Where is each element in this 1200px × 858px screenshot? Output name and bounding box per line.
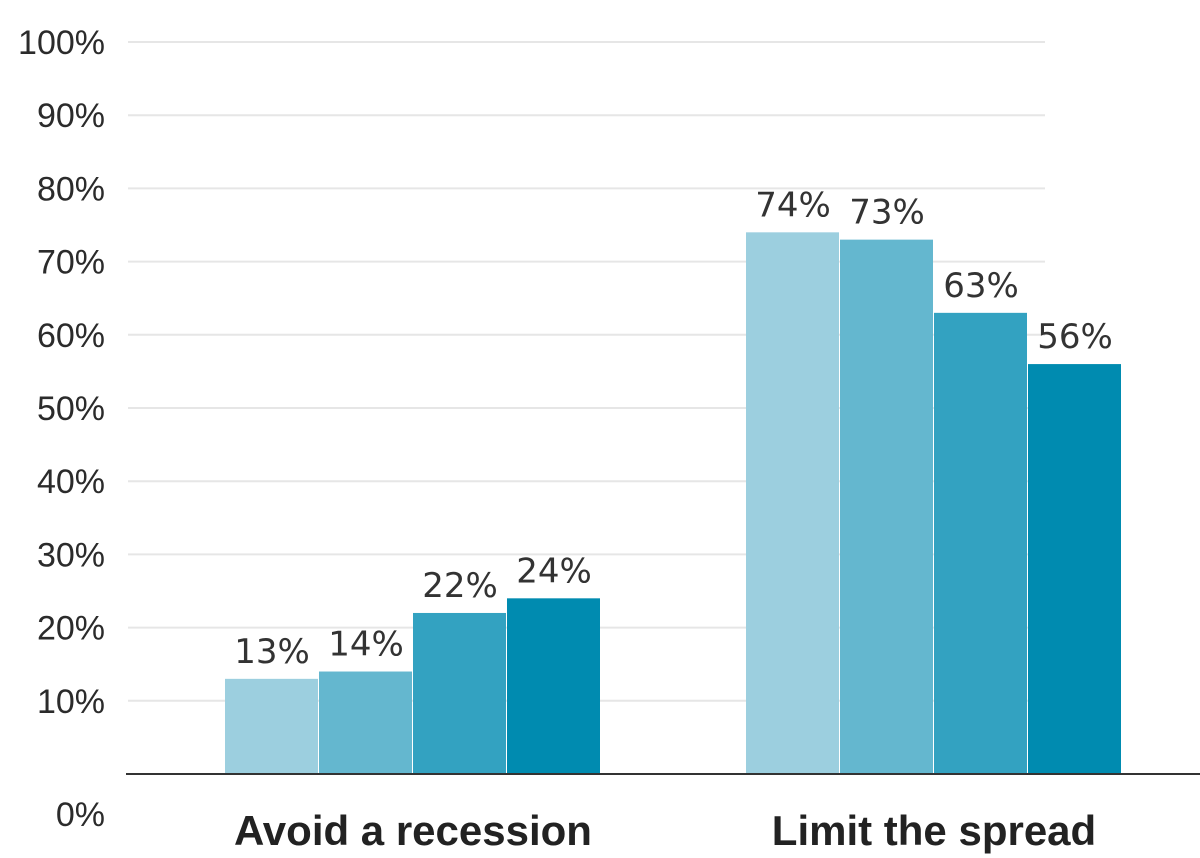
bar-data-label: 13% bbox=[234, 632, 310, 672]
y-tick-label: 60% bbox=[37, 317, 105, 355]
bar-data-label: 63% bbox=[943, 266, 1019, 306]
gridlines bbox=[128, 41, 1045, 702]
y-tick-label: 50% bbox=[37, 390, 105, 428]
bar-data-label: 74% bbox=[755, 185, 831, 225]
y-tick-label: 100% bbox=[18, 24, 105, 62]
bar bbox=[319, 671, 412, 774]
category-labels: Avoid a recession Limit the spread bbox=[234, 807, 1096, 854]
bar bbox=[413, 612, 506, 774]
bars bbox=[225, 232, 1121, 774]
bar-data-label: 56% bbox=[1037, 317, 1113, 357]
bar bbox=[507, 598, 600, 774]
category-label: Avoid a recession bbox=[234, 807, 592, 854]
bar-data-label: 14% bbox=[328, 625, 404, 665]
bar bbox=[840, 239, 933, 774]
y-axis-tick-labels: 0% 10% 20% 30% 40% 50% 60% 70% 80% 90% 100% bbox=[18, 24, 105, 834]
y-tick-label: 40% bbox=[37, 463, 105, 501]
y-tick-label: 80% bbox=[37, 170, 105, 208]
bar bbox=[746, 232, 839, 774]
data-labels: 13% 14% 22% 24% 74% 73% 63% 56% bbox=[234, 185, 1113, 672]
category-label: Limit the spread bbox=[772, 807, 1096, 854]
y-tick-label: 10% bbox=[37, 683, 105, 721]
y-tick-label: 20% bbox=[37, 610, 105, 648]
bar bbox=[225, 678, 318, 774]
bar-data-label: 22% bbox=[422, 566, 498, 606]
bar-data-label: 73% bbox=[849, 193, 925, 233]
bar bbox=[1028, 364, 1121, 774]
y-tick-label: 90% bbox=[37, 97, 105, 135]
bar-data-label: 24% bbox=[516, 551, 592, 591]
y-tick-label: 70% bbox=[37, 244, 105, 282]
bar bbox=[934, 312, 1027, 774]
y-tick-label: 30% bbox=[37, 536, 105, 574]
y-tick-label: 0% bbox=[56, 796, 105, 834]
